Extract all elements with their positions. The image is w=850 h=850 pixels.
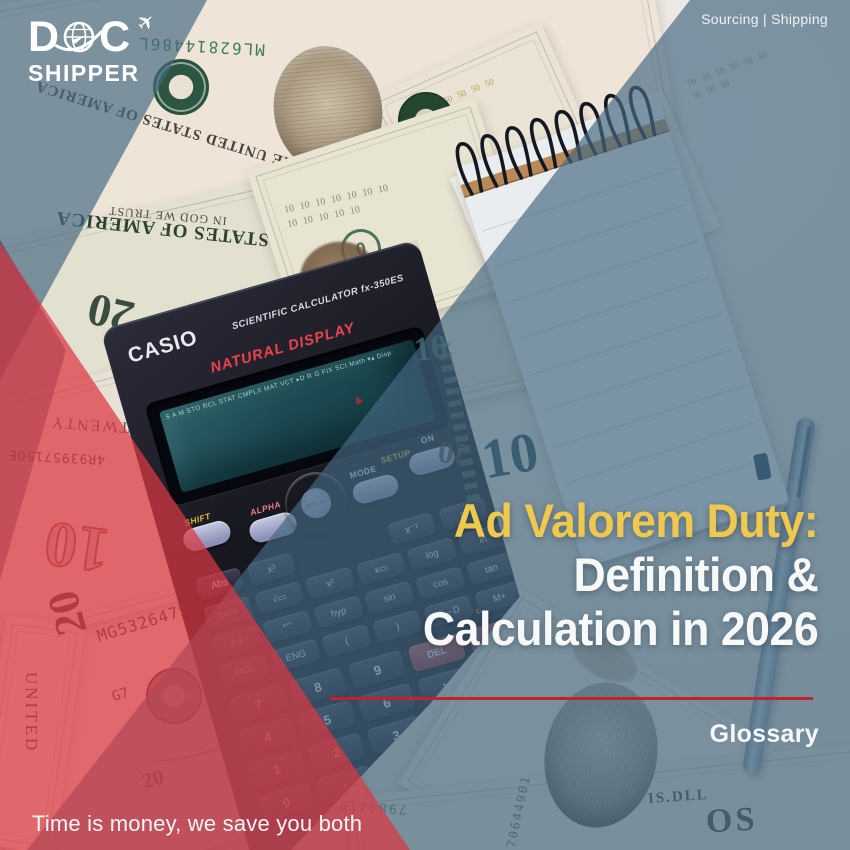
- nav-services: Sourcing | Shipping: [701, 11, 828, 27]
- calc-key: 3: [367, 715, 426, 755]
- calc-key: hyp: [313, 595, 364, 629]
- united-vertical: UNITED: [22, 672, 41, 754]
- title-line-3: Calculation in 2026: [422, 602, 819, 655]
- coil-loop: [505, 126, 533, 180]
- docshipper-logo: D C ✈ SHIPPER: [28, 8, 161, 87]
- bill-pattern-digit: 50: [455, 87, 468, 101]
- notepad-line: [563, 421, 758, 485]
- bill-pattern-digit: 50: [718, 78, 731, 91]
- bill-pattern-digit: 10: [377, 182, 390, 196]
- title-line-accent: Ad Valorem Duty:: [453, 494, 818, 547]
- bill-pattern-digit: 50: [714, 64, 726, 78]
- big10-outline: 10: [39, 507, 114, 588]
- bill-fifties-pattern: 50 50 50 50 50 5050 50 50: [686, 47, 780, 104]
- notepad-line: [528, 312, 723, 377]
- coil-loop: [529, 118, 558, 172]
- logo-shipper-text: SHIPPER: [28, 60, 140, 86]
- calc-key: 7: [229, 684, 288, 724]
- bill-pattern-digit: 50: [756, 49, 769, 62]
- bill-pattern-digit: 10: [298, 199, 311, 213]
- calc-key: RCL: [219, 653, 270, 687]
- bill-big10-teal: 10: [477, 420, 543, 492]
- bill-pattern-digit: 50: [690, 88, 703, 101]
- calc-key: ENG: [270, 639, 321, 673]
- bill-pattern-digit: 10: [317, 210, 330, 224]
- logo-wordmark: D C ✈: [28, 8, 161, 61]
- bill-pattern-digit: 10: [348, 204, 361, 217]
- logo-letter-c: C: [99, 13, 131, 61]
- category-badge: Glossary: [709, 720, 819, 748]
- red-divider-line: [330, 697, 813, 700]
- bill-pattern-digit: 10: [283, 202, 296, 216]
- coil-loop: [554, 110, 583, 164]
- bill-pattern-digit: 10: [333, 207, 346, 221]
- coil-loop: [579, 102, 607, 156]
- globe-icon: [54, 21, 104, 53]
- calc-key: x²: [305, 566, 356, 600]
- bill-pattern-digit: 50: [728, 59, 741, 73]
- calc-key: °’”: [262, 610, 313, 644]
- bill-pattern-digit: 50: [685, 75, 698, 88]
- brand-tagline: Time is money, we save you both: [32, 811, 363, 836]
- seal-red-zone: [146, 668, 202, 724]
- calc-key: 6: [357, 682, 416, 722]
- bottom-serif-text2: OS: [705, 800, 759, 841]
- bill-pattern-digit: 50: [483, 76, 496, 89]
- notepad-line: [540, 348, 734, 413]
- bill-pattern-digit: 10: [361, 186, 374, 199]
- treasury-seal-graphic: [153, 59, 209, 115]
- notepad-line: [505, 240, 699, 305]
- bill-pattern-digit: 10: [345, 189, 358, 203]
- calc-key: (: [321, 624, 372, 658]
- bill-rev20-small: 20: [435, 433, 473, 475]
- calc-key: 5: [298, 700, 357, 740]
- calc-key: Abs: [194, 567, 244, 601]
- calc-key: 4: [238, 717, 297, 757]
- title-line-2: Definition &: [573, 548, 818, 601]
- calc-key: 8: [288, 667, 347, 707]
- bill-pattern-digit: 10: [314, 196, 327, 209]
- bill-pattern-digit: 10: [301, 214, 315, 227]
- notepad-line: [552, 384, 746, 449]
- calc-key: x▭: [356, 552, 407, 586]
- coil-loop: [480, 134, 508, 188]
- calc-key: 1: [247, 749, 306, 789]
- coil-loop: [628, 85, 657, 140]
- page-title: Ad Valorem Duty: Definition & Calculatio…: [402, 494, 819, 656]
- bill-pattern-digit: 10: [330, 192, 343, 206]
- bill-pattern-digit: 50: [704, 83, 717, 96]
- calc-key: √▭: [254, 581, 305, 615]
- calc-key: 2: [307, 732, 366, 772]
- calc-key: ▭∕▭: [203, 596, 254, 630]
- bill-pattern-digit: 50: [742, 54, 755, 68]
- notepad-line: [516, 276, 711, 341]
- bill-pattern-digit: 50: [469, 81, 482, 95]
- bill-pattern-digit: 50: [700, 70, 712, 83]
- bill-pattern-digit: 10: [286, 217, 299, 231]
- calc-key: 9: [348, 650, 407, 690]
- coil-loop: [604, 94, 632, 148]
- logo-letter-d: D: [28, 13, 60, 61]
- calc-key: (−): [211, 624, 262, 658]
- calc-key: x³: [246, 552, 296, 586]
